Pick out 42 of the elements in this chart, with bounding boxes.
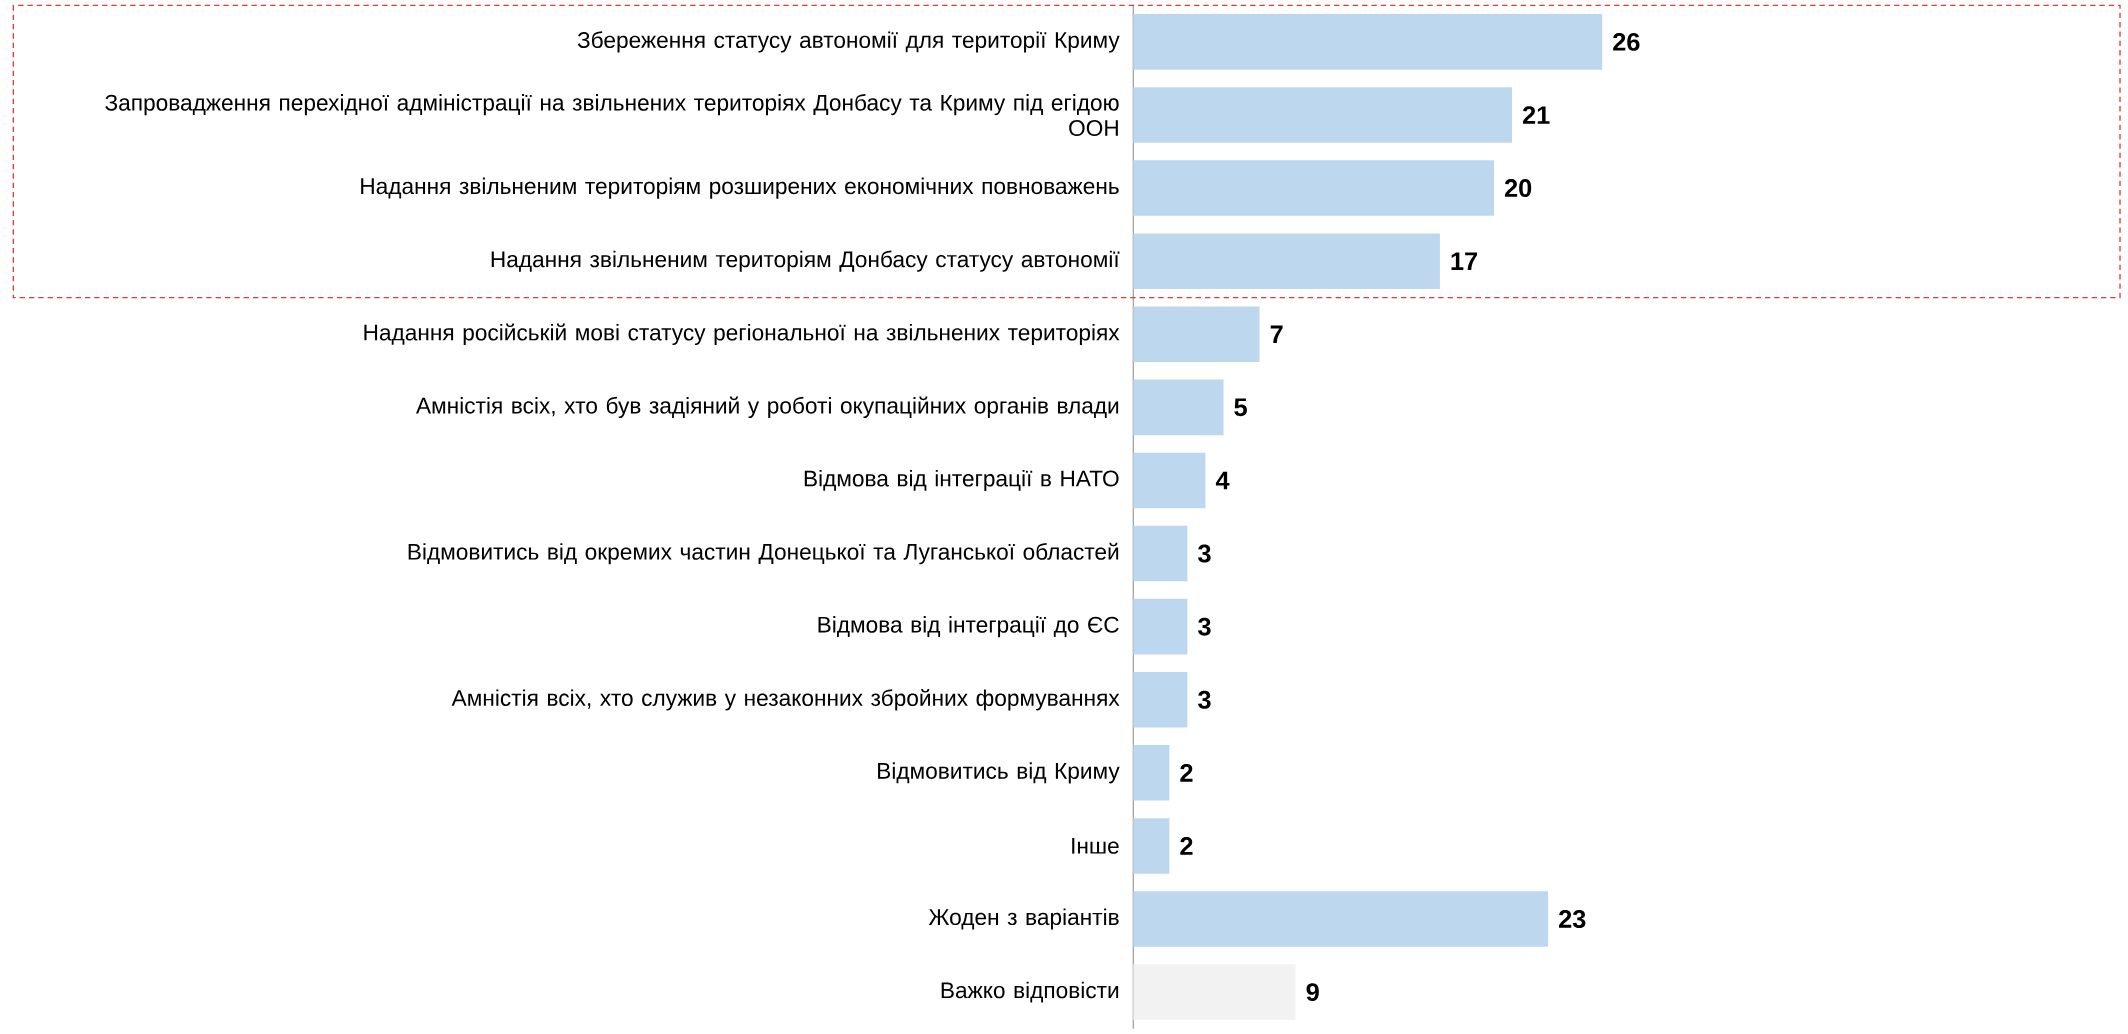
bar	[1133, 671, 1188, 728]
y-tick-label: Надання російській мові статусу регіональної на звільнених територіях	[364, 323, 1120, 346]
bar	[1133, 87, 1513, 143]
y-tick-label: Відмова від інтеграції до ЄС	[818, 616, 1119, 638]
y-tick-label: Відмова від інтеграції в НАТО	[804, 469, 1119, 492]
bar	[1133, 818, 1170, 874]
y-tick-label: Важко відповісти	[941, 981, 1119, 1003]
bar	[1133, 745, 1170, 801]
y-tick-label: Надання звільненим територіям Донбасу статусу автономії	[491, 250, 1120, 272]
data-label: 3	[1198, 544, 1211, 563]
bar	[1133, 306, 1260, 363]
y-tick-label: Жоден з варіантів	[928, 908, 1119, 930]
bar	[1133, 452, 1206, 509]
data-label: 3	[1198, 690, 1211, 709]
y-tick-label: Амністія всіх, хто служив у незаконних збройних формуваннях	[451, 688, 1120, 711]
bar	[1133, 598, 1188, 655]
data-label: 21	[1522, 106, 1550, 124]
y-tick-label: Амністія всіх, хто був задіяний у роботі окупаційних органів влади	[416, 396, 1119, 419]
y-tick-label: Відмовитись від Криму	[878, 762, 1120, 784]
data-label: 20	[1504, 179, 1532, 198]
data-label: 9	[1306, 983, 1319, 1002]
data-label: 5	[1234, 398, 1247, 417]
data-label: 7	[1270, 325, 1283, 343]
bar	[1133, 14, 1603, 70]
y-tick-label: Інше	[1072, 838, 1119, 854]
bar	[1133, 525, 1188, 582]
data-label: 4	[1215, 471, 1230, 490]
y-tick-label: Відмовитись від окремих частин Донецької та Луганської областей	[408, 542, 1119, 565]
data-label: 23	[1559, 910, 1586, 929]
data-label: 26	[1613, 32, 1640, 51]
bar	[1133, 379, 1224, 436]
data-label: 17	[1451, 252, 1477, 270]
y-tick-label: Надання звільненим територіям розширених економічних повноважень	[361, 177, 1119, 199]
bar	[1133, 964, 1296, 1020]
y-tick-label: Запровадження перехідної адміністрації на звільнених територіях Донбасу та Криму під егідою ООН	[105, 93, 1119, 137]
data-label: 2	[1180, 837, 1193, 855]
y-tick-label: Збереження статусу автономії для території Криму	[577, 31, 1120, 53]
data-label: 3	[1198, 617, 1211, 636]
data-label: 2	[1180, 763, 1193, 782]
bar	[1133, 891, 1549, 947]
bar	[1133, 233, 1440, 289]
bar	[1133, 160, 1495, 216]
